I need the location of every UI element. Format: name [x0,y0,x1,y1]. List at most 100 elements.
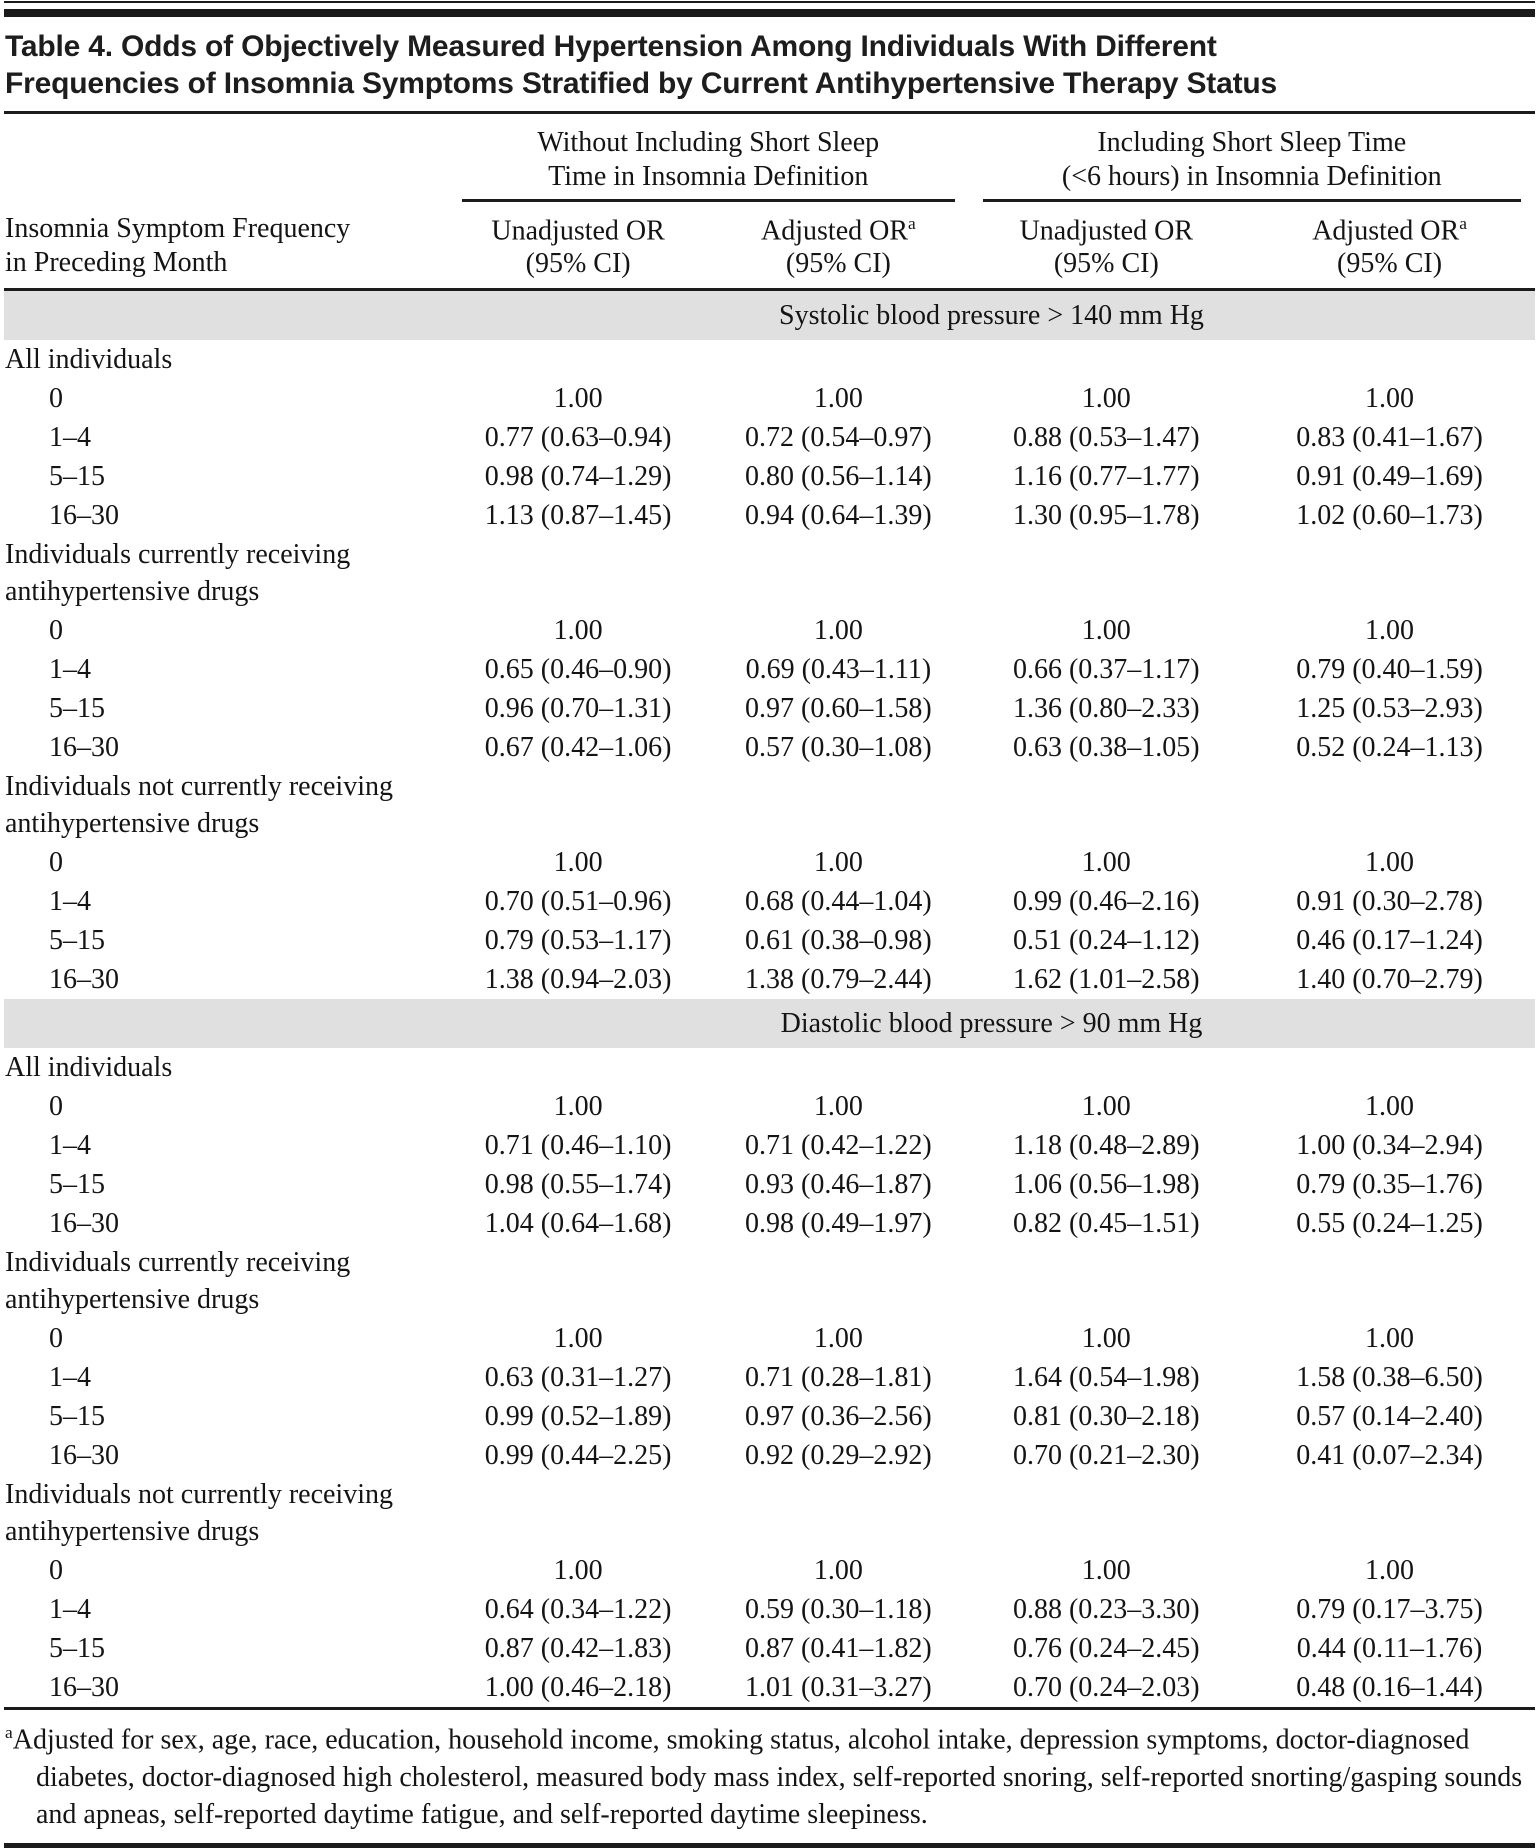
or-value-cell: 1.00 [1365,383,1415,415]
or-value-cell: 1.00 [553,1555,603,1587]
or-value-cell: 0.91 (0.49–1.69) [1296,461,1483,493]
subsection-label: Individuals currently receiving antihype… [4,1243,1535,1319]
or-value-cell: 0.55 (0.24–1.25) [1296,1208,1483,1240]
table-row: 16–30 1.13 (0.87–1.45) 0.94 (0.64–1.39) 1.3… [4,496,1535,535]
or-value-cell: 0.98 (0.49–1.97) [745,1208,932,1240]
subsection-label-row: Individuals currently receiving antihype… [4,1243,1535,1319]
table-row: 5–15 0.99 (0.52–1.89) 0.97 (0.36–2.56) 0.81… [4,1397,1535,1436]
table-row: 1–4 0.70 (0.51–0.96) 0.68 (0.44–1.04) 0.99 … [4,882,1535,921]
or-value-cell: 1.25 (0.53–2.93) [1296,693,1483,725]
col2-label: Adjusted OR [761,215,909,247]
col-header-adjusted-1: Adjusted ORa (95% CI) [708,202,969,292]
or-value-cell: 1.00 [553,1091,603,1123]
band-spacer-cell [4,289,448,341]
or-value-cell: 0.98 (0.55–1.74) [484,1169,672,1201]
frequency-cell: 1–4 [49,1130,91,1162]
or-value-cell: 1.18 (0.48–2.89) [1012,1130,1200,1162]
frequency-cell: 5–15 [49,461,105,493]
or-value-cell: 0.69 (0.43–1.11) [745,654,932,686]
group1-line1: Without Including Short Sleep [537,127,880,158]
band-label: Systolic blood pressure > 140 mm Hg [447,289,1535,341]
subsection-label: Individuals currently receiving antihype… [4,535,1535,611]
or-value-cell: 1.38 (0.79–2.44) [745,964,932,996]
col3-label: Unadjusted OR [1019,215,1194,247]
stub-header-line1: Insomnia Symptom Frequency [5,213,351,245]
or-value-cell: 1.00 [553,383,603,415]
or-value-cell: 0.87 (0.42–1.83) [484,1633,672,1665]
or-value-cell: 1.00 [813,1091,863,1123]
or-value-cell: 0.94 (0.64–1.39) [745,500,932,532]
or-value-cell: 0.99 (0.44–2.25) [484,1440,672,1472]
or-value-cell: 1.00 [1365,1091,1415,1123]
table-row: 0 1.00 1.00 1.00 1.00 [4,1551,1535,1590]
or-value-cell: 0.57 (0.14–2.40) [1296,1401,1483,1433]
or-value-cell: 1.00 (0.46–2.18) [484,1672,672,1704]
or-value-cell: 0.65 (0.46–0.90) [484,654,672,686]
or-value-cell: 0.51 (0.24–1.12) [1012,925,1200,957]
or-value-cell: 1.00 [553,615,603,647]
table-row: 1–4 0.71 (0.46–1.10) 0.71 (0.42–1.22) 1.18 … [4,1126,1535,1165]
or-value-cell: 0.70 (0.51–0.96) [484,886,672,918]
subsection-label-row: Individuals not currently receiving anti… [4,1475,1535,1551]
or-value-cell: 1.02 (0.60–1.73) [1296,500,1483,532]
subsection-label-row: All individuals [4,340,1535,379]
stub-header-line2: in Preceding Month [5,247,228,279]
table-title: Table 4. Odds of Objectively Measured Hy… [4,17,1535,111]
or-value-cell: 0.83 (0.41–1.67) [1296,422,1483,454]
or-value-cell: 1.16 (0.77–1.77) [1012,461,1200,493]
col1-label: Unadjusted OR [491,215,665,247]
table-row: 5–15 0.79 (0.53–1.17) 0.61 (0.38–0.98) 0.51… [4,921,1535,960]
or-value-cell: 0.97 (0.36–2.56) [745,1401,932,1433]
or-value-cell: 1.00 [553,1323,603,1355]
col-header-adjusted-2: Adjusted ORa (95% CI) [1244,202,1535,292]
or-value-cell: 1.00 [1081,1555,1131,1587]
subsection-label-row: Individuals currently receiving antihype… [4,535,1535,611]
or-value-cell: 1.06 (0.56–1.98) [1012,1169,1200,1201]
or-value-cell: 0.99 (0.46–2.16) [1012,886,1200,918]
group-header-including-short-sleep: Including Short Sleep Time (<6 hours) in… [969,114,1535,202]
or-value-cell: 0.96 (0.70–1.31) [484,693,672,725]
subsection-label-text: Individuals currently receiving antihype… [5,539,351,608]
or-value-cell: 1.40 (0.70–2.79) [1296,964,1483,996]
or-value-cell: 0.81 (0.30–2.18) [1012,1401,1200,1433]
table-title-line1: Table 4. Odds of Objectively Measured Hy… [5,30,1217,63]
table-row: 5–15 0.98 (0.55–1.74) 0.93 (0.46–1.87) 1.06… [4,1165,1535,1204]
or-value-cell: 0.57 (0.30–1.08) [745,732,932,764]
subsection-label: All individuals [4,1048,1535,1087]
top-thick-rule [4,9,1535,17]
footnote-text: Adjusted for sex, age, race, education, … [12,1724,1523,1830]
or-value-cell: 1.00 [813,1323,863,1355]
table-header: Insomnia Symptom Frequency in Preceding … [4,114,1535,292]
or-value-cell: 1.00 [1081,847,1131,879]
stub-header: Insomnia Symptom Frequency in Preceding … [4,114,448,292]
or-value-cell: 1.00 [553,847,603,879]
or-value-cell: 0.63 (0.38–1.05) [1012,732,1200,764]
col-header-unadjusted-1: Unadjusted OR (95% CI) [447,202,709,292]
or-value-cell: 0.66 (0.37–1.17) [1012,654,1200,686]
or-value-cell: 0.52 (0.24–1.13) [1296,732,1483,764]
table-body: Systolic blood pressure > 140 mm Hg All i… [4,289,1535,1708]
or-value-cell: 0.98 (0.74–1.29) [484,461,672,493]
frequency-cell: 5–15 [49,693,105,725]
table-row: 1–4 0.63 (0.31–1.27) 0.71 (0.28–1.81) 1.64 … [4,1358,1535,1397]
col3-ci: (95% CI) [1053,248,1159,280]
or-value-cell: 1.00 [813,1555,863,1587]
subsection-label: All individuals [4,340,1535,379]
frequency-cell: 16–30 [49,1208,119,1240]
table-row: 0 1.00 1.00 1.00 1.00 [4,379,1535,418]
or-value-cell: 1.00 [1081,615,1131,647]
footnote-rule [4,1707,1535,1711]
or-value-cell: 0.71 (0.42–1.22) [745,1130,932,1162]
or-value-cell: 0.46 (0.17–1.24) [1296,925,1483,957]
or-value-cell: 0.71 (0.46–1.10) [484,1130,672,1162]
table-row: 16–30 0.99 (0.44–2.25) 0.92 (0.29–2.92) 0.7… [4,1436,1535,1475]
table-row: 0 1.00 1.00 1.00 1.00 [4,611,1535,650]
table-row: 0 1.00 1.00 1.00 1.00 [4,843,1535,882]
col1-ci: (95% CI) [525,248,631,280]
frequency-cell: 5–15 [49,925,105,957]
or-value-cell: 0.41 (0.07–2.34) [1296,1440,1483,1472]
subsection-label-text: Individuals currently receiving antihype… [5,1247,351,1316]
odds-ratio-table: Insomnia Symptom Frequency in Preceding … [4,114,1535,1707]
subsection-label-row: Individuals not currently receiving anti… [4,767,1535,843]
